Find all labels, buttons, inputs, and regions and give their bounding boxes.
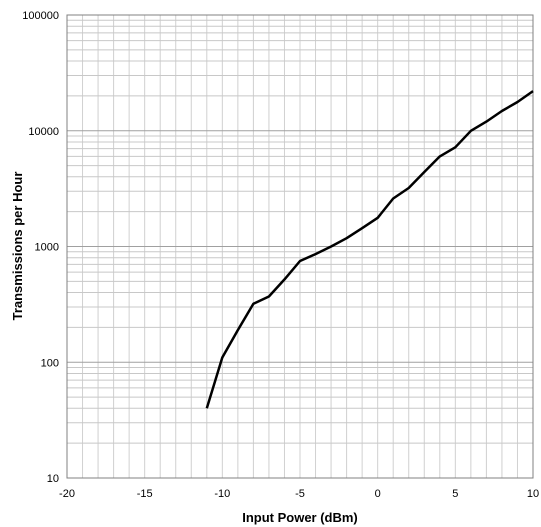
x-tick-label: -10 [214, 488, 230, 500]
y-tick-label: 10 [47, 473, 59, 485]
x-tick-label: -5 [295, 488, 305, 500]
series-layer [205, 90, 534, 409]
x-tick-label: -20 [59, 488, 75, 500]
y-tick-labels: 10 100 1000 10000 100000 [22, 10, 59, 485]
series-line [205, 90, 534, 409]
grid [67, 15, 533, 478]
y-tick-label: 10000 [28, 126, 59, 138]
y-tick-label: 100 [41, 357, 59, 369]
x-tick-labels: -20 -15 -10 -5 0 5 10 [59, 488, 539, 500]
y-axis-title: Transmissions per Hour [10, 172, 25, 321]
y-tick-label: 100000 [22, 10, 59, 22]
x-tick-label: 5 [452, 488, 458, 500]
x-tick-label: 10 [527, 488, 539, 500]
plot-area-border [66, 14, 534, 479]
x-tick-label: 0 [375, 488, 381, 500]
x-tick-label: -15 [137, 488, 153, 500]
x-axis-title: Input Power (dBm) [242, 510, 358, 525]
y-tick-label: 1000 [35, 242, 59, 254]
